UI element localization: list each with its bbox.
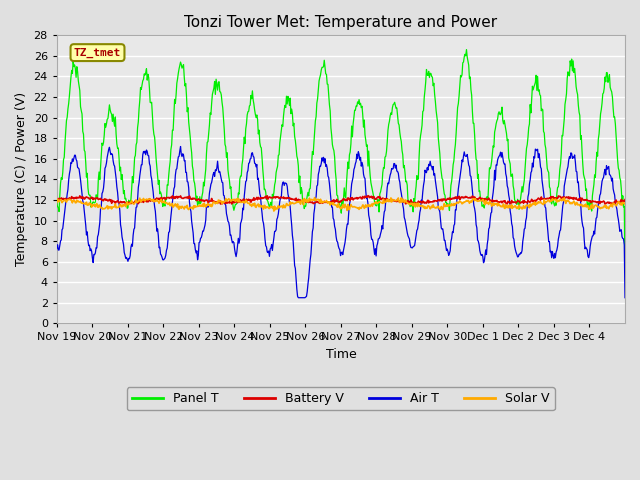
Y-axis label: Temperature (C) / Power (V): Temperature (C) / Power (V) — [15, 92, 28, 266]
Legend: Panel T, Battery V, Air T, Solar V: Panel T, Battery V, Air T, Solar V — [127, 387, 555, 410]
Title: Tonzi Tower Met: Temperature and Power: Tonzi Tower Met: Temperature and Power — [184, 15, 497, 30]
X-axis label: Time: Time — [326, 348, 356, 361]
Text: TZ_tmet: TZ_tmet — [74, 48, 121, 58]
